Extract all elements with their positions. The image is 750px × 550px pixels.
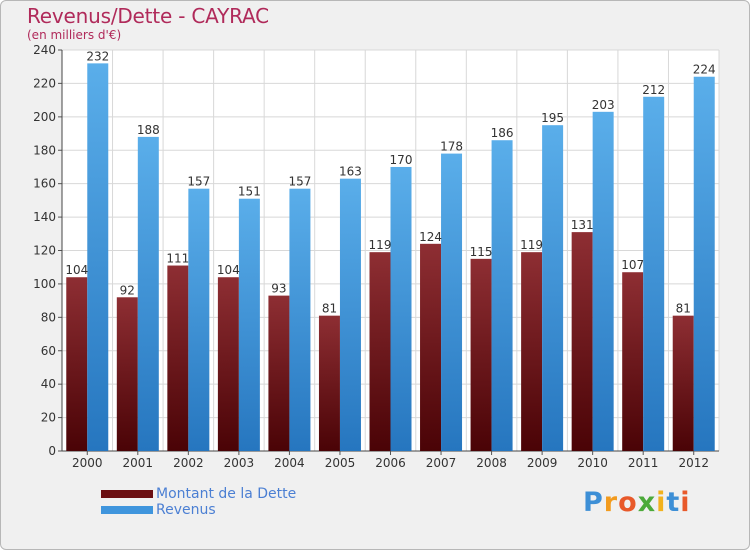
logo-letter: x [637, 487, 657, 518]
bar-revenus [390, 166, 412, 452]
y-tick-label: 80 [41, 310, 56, 324]
bar-debt [116, 297, 138, 451]
y-tick-label: 20 [41, 411, 56, 425]
proxiti-logo: Proxiti [583, 487, 691, 518]
bar-debt [369, 252, 391, 451]
x-tick-label: 2012 [678, 456, 709, 470]
y-tick-label: 120 [33, 244, 56, 258]
data-label-debt: 92 [120, 283, 135, 297]
x-tick-label: 2011 [628, 456, 659, 470]
data-label-debt: 107 [621, 258, 644, 272]
y-tick-label: 60 [41, 344, 56, 358]
data-label-revenus: 232 [86, 49, 109, 63]
logo-letter: r [603, 487, 619, 518]
data-label-debt: 119 [520, 238, 543, 252]
bar-revenus [289, 188, 311, 451]
chart-title: Revenus/Dette - CAYRAC [27, 4, 269, 28]
bar-debt [622, 272, 644, 451]
bar-revenus [238, 198, 260, 451]
data-label-debt: 124 [419, 230, 442, 244]
x-tick-label: 2003 [224, 456, 255, 470]
bar-revenus [542, 125, 564, 451]
x-tick-label: 2007 [426, 456, 457, 470]
x-tick-label: 2010 [577, 456, 608, 470]
y-tick-label: 40 [41, 377, 56, 391]
bar-debt [420, 243, 442, 451]
logo-letter: t [666, 487, 681, 518]
data-label-debt: 104 [65, 263, 88, 277]
chart-subtitle: (en milliers d'€) [27, 28, 122, 42]
x-tick-label: 2001 [123, 456, 154, 470]
data-label-debt: 131 [571, 218, 594, 232]
x-tick-label: 2002 [173, 456, 204, 470]
logo-letter: i [656, 487, 667, 518]
data-label-revenus: 188 [137, 123, 160, 137]
bar-debt [66, 277, 88, 451]
y-tick-label: 100 [33, 277, 56, 291]
data-label-revenus: 186 [491, 126, 514, 140]
logo-letter: i [680, 487, 691, 518]
legend-item-dette: Montant de la Dette [101, 486, 361, 503]
bar-debt [268, 295, 290, 451]
data-label-debt: 104 [217, 263, 240, 277]
bar-revenus [441, 153, 463, 451]
bar-revenus [592, 111, 614, 451]
bar-revenus [339, 178, 361, 451]
data-label-revenus: 170 [390, 153, 413, 167]
bar-debt [571, 232, 593, 451]
legend-label-dette: Montant de la Dette [156, 486, 297, 502]
x-tick-label: 2006 [375, 456, 406, 470]
data-label-debt: 81 [676, 302, 691, 316]
bar-debt [521, 252, 543, 451]
legend-item-revenus: Revenus [101, 502, 361, 519]
y-tick-label: 220 [33, 76, 56, 90]
logo-letter: o [618, 487, 638, 518]
chart-legend: Montant de la Dette Revenus [101, 486, 361, 519]
data-label-debt: 93 [271, 282, 286, 296]
data-label-debt: 115 [470, 245, 493, 259]
data-label-debt: 119 [369, 238, 392, 252]
data-label-revenus: 224 [693, 63, 716, 77]
bar-revenus [137, 136, 159, 451]
legend-label-revenus: Revenus [156, 502, 216, 518]
data-label-revenus: 157 [187, 175, 210, 189]
data-label-debt: 81 [322, 302, 337, 316]
bar-debt [318, 315, 340, 451]
data-label-revenus: 157 [288, 175, 311, 189]
legend-swatch-dette [101, 490, 153, 498]
logo-letter: P [583, 487, 604, 518]
y-tick-label: 180 [33, 143, 56, 157]
y-tick-label: 0 [48, 444, 56, 458]
bar-revenus [87, 63, 109, 451]
legend-swatch-revenus [101, 506, 153, 514]
x-tick-label: 2005 [325, 456, 356, 470]
y-tick-label: 200 [33, 110, 56, 124]
bar-debt [167, 265, 189, 451]
data-label-debt: 111 [166, 252, 189, 266]
y-tick-label: 240 [33, 43, 56, 57]
data-label-revenus: 195 [541, 111, 564, 125]
bar-revenus [491, 140, 513, 451]
y-tick-label: 160 [33, 177, 56, 191]
bar-revenus [693, 76, 715, 451]
data-label-revenus: 163 [339, 165, 362, 179]
bar-debt [470, 258, 492, 451]
data-label-revenus: 203 [592, 98, 615, 112]
bar-debt [672, 315, 694, 451]
x-tick-label: 2008 [476, 456, 507, 470]
data-label-revenus: 212 [642, 83, 665, 97]
bar-revenus [188, 188, 210, 451]
x-tick-label: 2004 [274, 456, 305, 470]
bar-revenus [643, 96, 665, 452]
data-label-revenus: 178 [440, 140, 463, 154]
x-tick-label: 2009 [527, 456, 558, 470]
y-tick-label: 140 [33, 210, 56, 224]
data-label-revenus: 151 [238, 185, 261, 199]
x-tick-label: 2000 [72, 456, 103, 470]
bar-debt [217, 277, 239, 451]
